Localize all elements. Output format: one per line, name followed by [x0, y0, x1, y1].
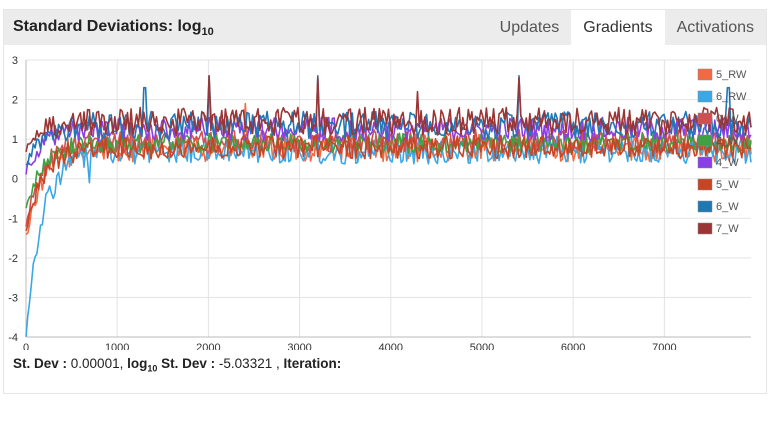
legend-label-2_W: 2_W — [716, 135, 739, 147]
std-dev-panel: Standard Deviations: log10 Updates Gradi… — [3, 9, 767, 394]
x-tick-label: 5000 — [470, 342, 494, 350]
y-tick-label: 3 — [12, 55, 18, 67]
log-subscript: 10 — [147, 363, 158, 374]
legend-label-7_W: 7_W — [716, 223, 739, 235]
stdev-value: 0.00001, — [70, 356, 124, 371]
x-tick-label: 6000 — [561, 342, 585, 350]
x-tick-label: 2000 — [196, 342, 220, 350]
legend-swatch-2_W — [697, 134, 713, 147]
stdev-label: St. Dev : — [13, 356, 68, 371]
legend-swatch-4_W — [697, 156, 713, 169]
tab-updates[interactable]: Updates — [499, 19, 560, 36]
status-readout: St. Dev : 0.00001, log10 St. Dev : -5.03… — [13, 356, 341, 374]
legend-swatch-6_RW — [697, 90, 713, 103]
tab-activations[interactable]: Activations — [676, 19, 754, 36]
series-line-6_RW — [25, 135, 752, 337]
log-stdev-value: -5.03321 , — [218, 356, 280, 371]
title-text: Standard Deviations: log — [13, 18, 202, 35]
legend-swatch-0_W — [697, 112, 713, 125]
panel-title: Standard Deviations: log10 — [13, 18, 214, 38]
series-line-5_W — [25, 134, 752, 232]
x-tick-label: 1000 — [105, 342, 129, 350]
legend-label-0_W: 0_W — [716, 113, 739, 125]
x-tick-label: 3000 — [287, 342, 311, 350]
legend-swatch-5_RW — [697, 68, 713, 81]
legend-label-4_W: 4_W — [716, 157, 739, 169]
series-line-7_W — [25, 74, 752, 153]
y-tick-label: 0 — [12, 174, 18, 186]
panel-header: Standard Deviations: log10 Updates Gradi… — [4, 10, 766, 45]
x-tick-label: 7000 — [652, 342, 676, 350]
tab-gradients[interactable]: Gradients — [571, 10, 665, 45]
std-dev-chart: 3 2 1 0 -1 -2 -3 -4 0 1000 2000 3000 4000 5000 6000 700… — [8, 55, 752, 350]
log-label: log — [127, 356, 148, 371]
legend-swatch-6_W — [697, 200, 713, 213]
x-tick-label: 0 — [23, 342, 29, 350]
legend-swatch-5_W — [697, 178, 713, 191]
legend-label-6_W: 6_W — [716, 201, 739, 213]
series-line-6_W — [25, 74, 752, 166]
y-tick-label: 1 — [12, 134, 18, 146]
tab-bar: Updates Gradients Activations — [488, 10, 766, 45]
y-tick-label: -4 — [8, 332, 18, 344]
title-subscript: 10 — [201, 26, 214, 39]
y-tick-label: -1 — [8, 213, 18, 225]
iteration-label: Iteration: — [283, 356, 342, 371]
x-tick-label: 4000 — [379, 342, 403, 350]
y-tick-label: -2 — [8, 253, 18, 265]
log-stdev-label: St. Dev : — [161, 356, 216, 371]
legend-label-5_W: 5_W — [716, 179, 739, 191]
legend-swatch-7_W — [697, 222, 713, 235]
y-tick-label: 2 — [12, 95, 18, 107]
legend-label-5_RW: 5_RW — [716, 69, 747, 81]
y-tick-label: -3 — [8, 292, 18, 304]
legend-label-6_RW: 6_RW — [716, 91, 747, 103]
